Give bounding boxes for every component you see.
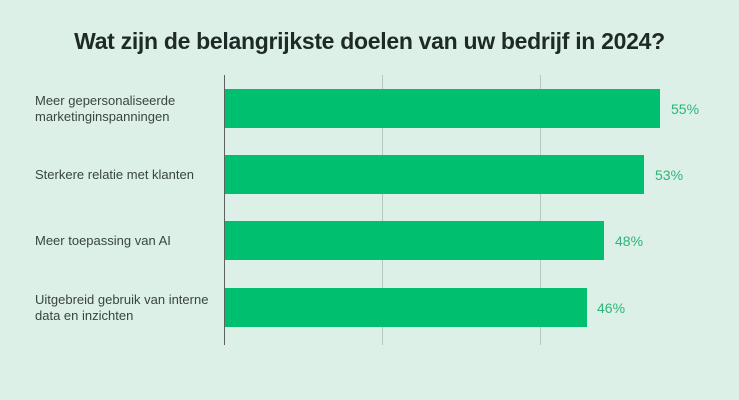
gridline-20	[382, 75, 383, 345]
chart-title: Wat zijn de belangrijkste doelen van uw …	[74, 28, 665, 54]
y-axis-line	[224, 75, 225, 345]
value-label: 46%	[597, 299, 626, 316]
bar	[225, 89, 660, 128]
bar-row: Meer gepersonaliseerde marketinginspanni…	[0, 89, 739, 128]
gridline-40	[540, 75, 541, 345]
bar	[225, 221, 604, 260]
category-label: Uitgebreid gebruik van interne data en i…	[35, 291, 209, 323]
value-label: 55%	[671, 100, 700, 117]
category-label: Sterkere relatie met klanten	[35, 166, 194, 182]
bar	[225, 155, 644, 194]
category-label: Meer toepassing van AI	[35, 232, 171, 248]
value-label: 48%	[615, 232, 644, 249]
bar-row: Meer toepassing van AI 48%	[0, 221, 739, 260]
category-label: Meer gepersonaliseerde marketinginspanni…	[35, 92, 176, 124]
bar	[225, 288, 587, 327]
bar-row: Uitgebreid gebruik van interne data en i…	[0, 288, 739, 327]
bar-row: Sterkere relatie met klanten 53%	[0, 155, 739, 194]
value-label: 53%	[655, 166, 684, 183]
